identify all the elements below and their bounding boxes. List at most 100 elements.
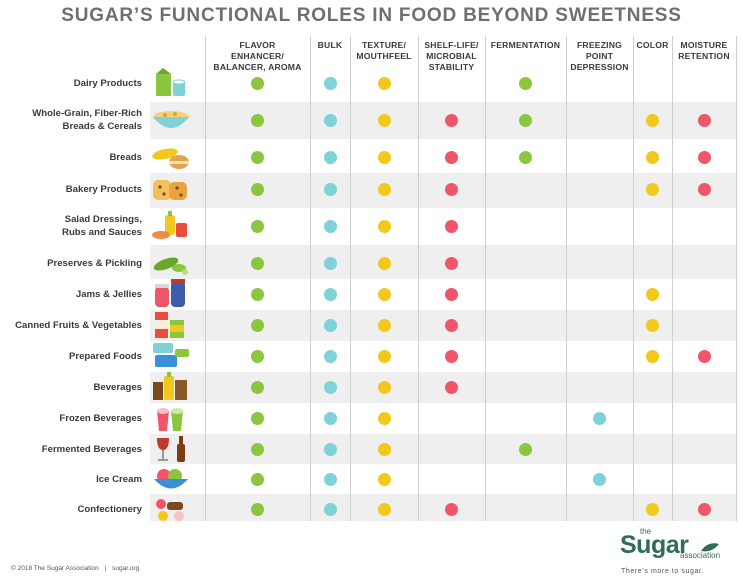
row-stripe: [150, 494, 736, 521]
food-containers-icon: [153, 343, 189, 367]
milk-carton-icon: [156, 68, 186, 96]
column-header-shelf_life: SHELF-LIFE/MICROBIAL STABILITY: [418, 40, 485, 73]
column-header-line: POINT: [585, 51, 614, 61]
role-dot-bulk: [323, 411, 337, 425]
role-dot-color: [646, 113, 659, 127]
column-divider: [310, 36, 311, 521]
column-header-line: COLOR: [636, 40, 669, 50]
row-label: Canned Fruits & Vegetables: [4, 319, 142, 332]
role-dot-moisture: [697, 113, 711, 127]
chart-title: SUGAR’S FUNCTIONAL ROLES IN FOOD BEYOND …: [61, 5, 682, 26]
role-dot-bulk: [323, 76, 337, 90]
role-dot-shelf_life: [445, 502, 458, 516]
role-dot-color: [646, 287, 659, 301]
column-header-line: MOUTHFEEL: [356, 51, 412, 61]
row-label: Beverages: [4, 381, 142, 394]
row-label-line: Dairy Products: [73, 77, 142, 89]
logo-tagline: There’s more to sugar.: [621, 568, 705, 575]
column-header-line: ENHANCER/: [231, 51, 284, 61]
column-divider: [566, 36, 567, 521]
role-dot-bulk: [323, 502, 337, 516]
role-dot-bulk: [323, 442, 337, 456]
row-label-line: Preserves & Pickling: [47, 257, 142, 269]
row-stripe: [150, 309, 736, 341]
role-dot-shelf_life: [445, 219, 458, 233]
row-label: Confectionery: [4, 503, 142, 516]
sauce-bottles-icon: [152, 211, 187, 239]
row-label: Dairy Products: [4, 77, 142, 90]
role-dot-fermentation: [519, 113, 532, 127]
row-label-line: Rubs and Sauces: [62, 227, 142, 238]
row-label: Salad Dressings, Rubs and Sauces: [4, 213, 142, 239]
role-dot-texture: [377, 219, 391, 233]
role-dot-shelf_life: [445, 113, 458, 127]
column-divider: [350, 36, 351, 521]
sugar-association-logo: the Sugar association There’s more to su…: [618, 527, 738, 577]
row-label: Jams & Jellies: [4, 288, 142, 301]
column-header-color: COLOR: [633, 40, 672, 51]
role-dot-bulk: [323, 287, 337, 301]
role-dot-shelf_life: [445, 349, 458, 363]
role-dot-bulk: [323, 150, 337, 164]
role-dot-fermentation: [519, 442, 532, 456]
role-dot-flavor: [251, 349, 264, 363]
role-dot-bulk: [323, 349, 337, 363]
footer: © 2018 The Sugar Association | sugar.org: [11, 565, 139, 572]
role-dot-fermentation: [519, 76, 532, 90]
role-dot-flavor: [251, 318, 264, 332]
role-dot-texture: [377, 349, 391, 363]
role-dot-texture: [377, 150, 391, 164]
role-dot-moisture: [697, 502, 711, 516]
column-header-line: RETENTION: [678, 51, 730, 61]
footer-url[interactable]: sugar.org: [112, 565, 140, 572]
role-dot-flavor: [251, 219, 264, 233]
row-label-line: Prepared Foods: [68, 350, 142, 362]
column-divider: [205, 36, 206, 521]
row-label: Breads: [4, 151, 142, 164]
role-dot-texture: [377, 411, 391, 425]
role-dot-flavor: [251, 502, 264, 516]
jam-jars-icon: [155, 279, 185, 307]
role-dot-shelf_life: [445, 380, 458, 394]
row-label-line: Ice Cream: [96, 473, 142, 485]
row-label: Whole-Grain, Fiber-Rich Breads & Cereals: [4, 107, 142, 133]
row-label-line: Fermented Beverages: [41, 443, 142, 455]
row-label: Ice Cream: [4, 473, 142, 486]
row-label: Fermented Beverages: [4, 443, 142, 456]
column-header-line: FERMENTATION: [490, 40, 561, 50]
role-dot-color: [646, 502, 659, 516]
row-label: Bakery Products: [4, 183, 142, 196]
role-dot-color: [646, 349, 659, 363]
column-header-line: TEXTURE/: [361, 40, 407, 50]
role-dot-bulk: [323, 182, 337, 196]
row-stripe: [150, 433, 736, 464]
role-dot-bulk: [323, 256, 337, 270]
cookies-icon: [153, 180, 187, 200]
drinks-icon: [153, 372, 187, 400]
role-dot-bulk: [323, 380, 337, 394]
role-dot-shelf_life: [445, 318, 458, 332]
column-divider: [418, 36, 419, 521]
column-header-freezing: FREEZING POINT DEPRESSION: [566, 40, 633, 73]
role-dot-flavor: [251, 113, 264, 127]
role-dot-color: [646, 318, 659, 332]
row-stripe: [150, 173, 736, 208]
column-header-fermentation: FERMENTATION: [485, 40, 566, 51]
role-dot-moisture: [697, 349, 711, 363]
column-header-line: MOISTURE: [680, 40, 728, 50]
role-dot-texture: [377, 318, 391, 332]
bread-loaf-icon: [152, 148, 189, 169]
role-dot-color: [646, 182, 659, 196]
role-dot-texture: [377, 472, 391, 486]
column-header-texture: TEXTURE/MOUTHFEEL: [350, 40, 418, 62]
role-dot-shelf_life: [445, 150, 458, 164]
column-divider: [633, 36, 634, 521]
role-dot-color: [646, 150, 659, 164]
frozen-drinks-icon: [157, 408, 183, 431]
role-dot-bulk: [323, 318, 337, 332]
row-label-line: Confectionery: [77, 503, 142, 515]
role-dot-bulk: [323, 113, 337, 127]
footer-separator: |: [104, 565, 107, 572]
role-dot-freezing: [593, 411, 606, 425]
cereal-bowl-icon: [153, 111, 189, 128]
